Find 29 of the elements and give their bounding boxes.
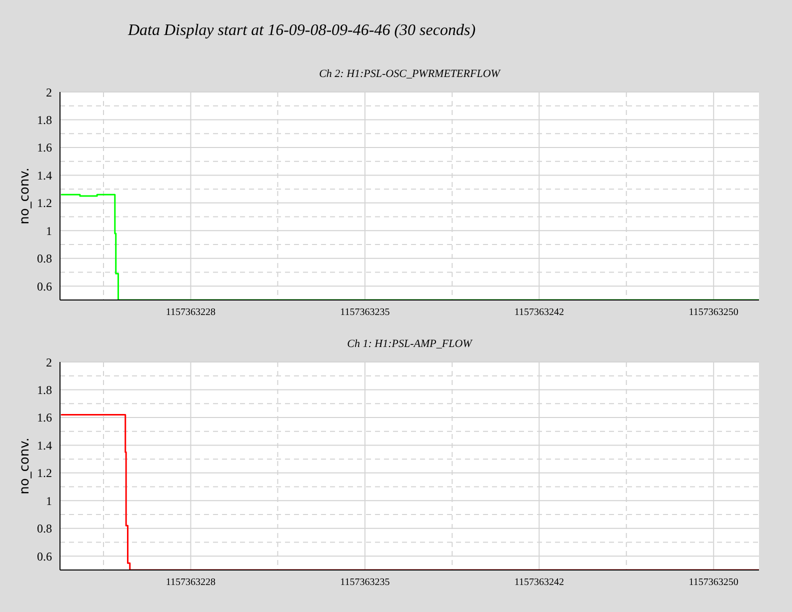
x-tick-label: 1157363250 <box>688 577 738 588</box>
y-axis-title: no_conv. <box>18 168 33 224</box>
x-tick-label: 1157363235 <box>340 577 390 588</box>
x-tick-label: 1157363242 <box>514 307 564 318</box>
y-tick-label: 1 <box>46 494 52 508</box>
y-tick-label: 1.8 <box>37 112 52 127</box>
y-tick-label: 1.2 <box>37 196 52 210</box>
y-tick-label: 1.4 <box>37 438 52 452</box>
y-tick-label: 0.6 <box>37 279 52 294</box>
y-tick-label: 1.2 <box>37 466 52 480</box>
x-tick-label: 1157363235 <box>340 307 390 318</box>
chart-subtitle: Ch 2: H1:PSL-OSC_PWRMETERFLOW <box>318 68 502 80</box>
x-tick-label: 1157363228 <box>166 577 216 588</box>
chart-title: Ch 1: H1:PSL-AMP_FLOW <box>346 338 474 350</box>
y-tick-label: 1.6 <box>37 410 52 425</box>
x-tick-label: 1157363242 <box>514 577 564 588</box>
y-axis-title: no_conv. <box>18 438 33 494</box>
x-tick-label: 1157363228 <box>166 307 216 318</box>
y-tick-label: 1 <box>46 224 52 238</box>
y-tick-label: 0.6 <box>37 549 52 564</box>
y-tick-label: 0.8 <box>37 252 52 266</box>
y-tick-label: 1.8 <box>37 382 52 397</box>
y-tick-label: 2 <box>46 355 52 370</box>
x-tick-label: 1157363250 <box>688 307 738 318</box>
chart-title: Data Display start at 16-09-08-09-46-46 (30 seconds) <box>128 22 476 40</box>
y-tick-label: 1.4 <box>37 168 52 182</box>
y-tick-label: 1.6 <box>37 140 52 155</box>
y-tick-label: 0.8 <box>37 522 52 536</box>
y-tick-label: 2 <box>46 85 52 100</box>
